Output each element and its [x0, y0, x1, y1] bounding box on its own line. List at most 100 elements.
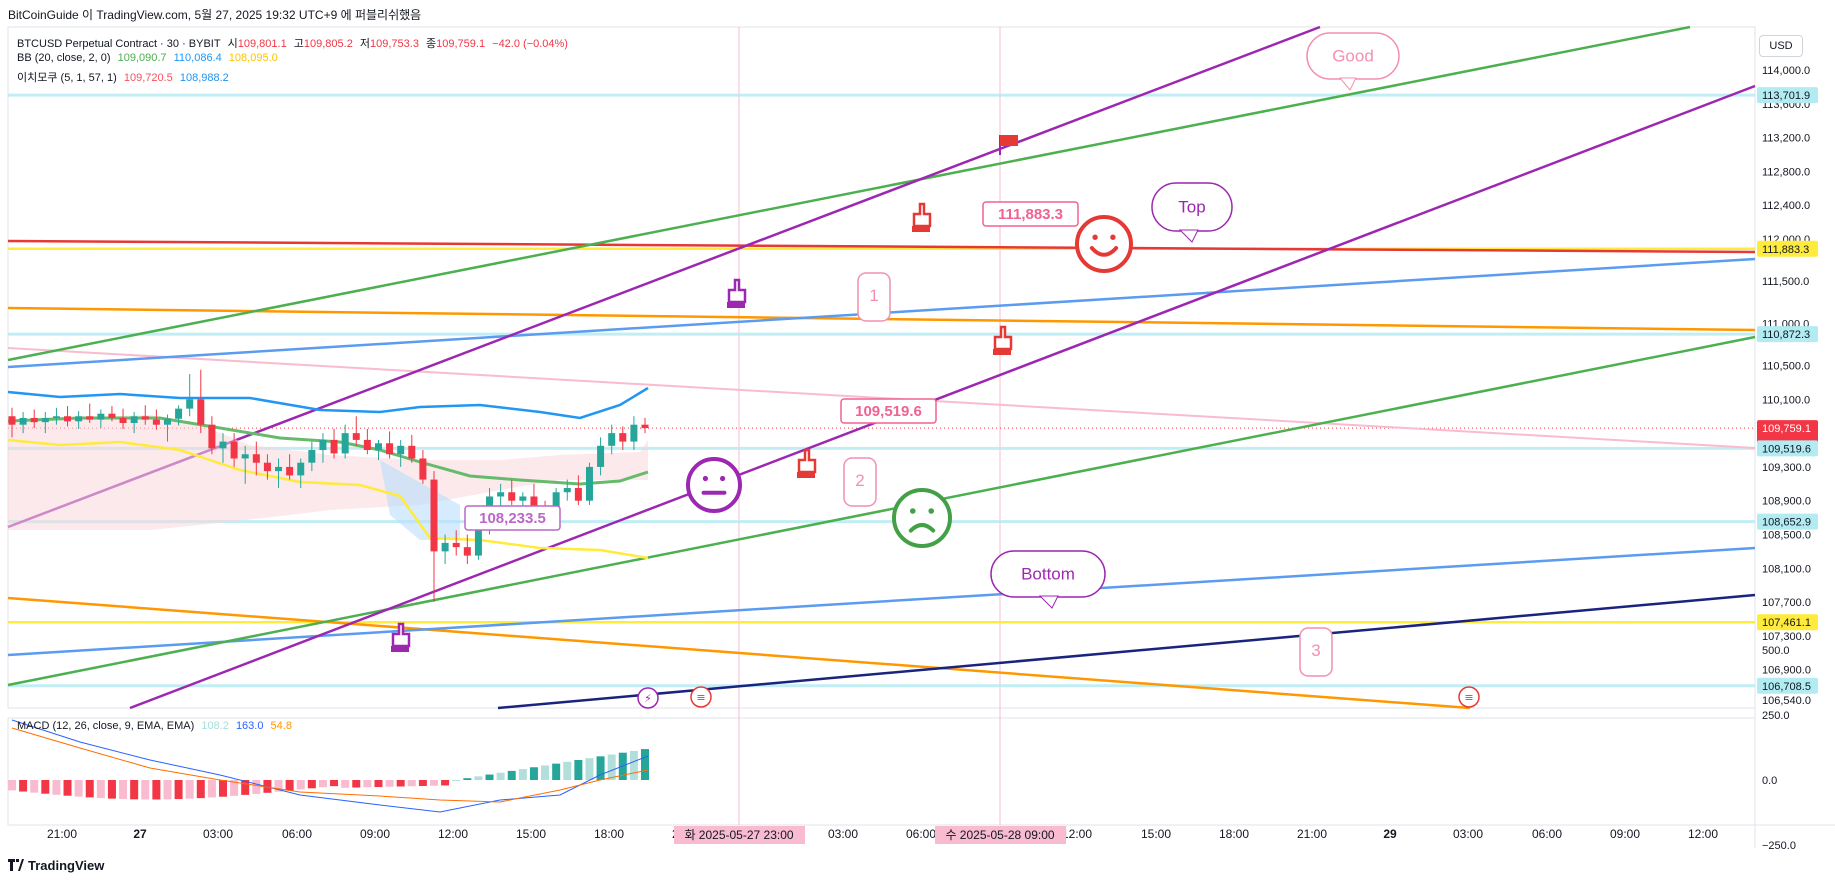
macd-histogram-bar [330, 780, 339, 787]
candle [208, 424, 216, 449]
callout-bottom: Bottom [1021, 565, 1075, 584]
price-label-bg [1757, 677, 1818, 694]
flag-icon [1000, 135, 1018, 146]
price-label-bg [1757, 240, 1818, 257]
candle [141, 416, 149, 420]
label-109519-bg [840, 398, 937, 424]
macd-histogram-bar [641, 749, 649, 780]
macd-histogram-bar [152, 780, 161, 800]
time-tick: 21:00 [1297, 827, 1327, 841]
price-tick: 106,900.0 [1762, 665, 1811, 677]
price-tick: 112,400.0 [1762, 200, 1810, 212]
time-tick: 03:00 [1453, 827, 1483, 841]
candle [508, 492, 516, 501]
ichimoku-cloud-blue [380, 460, 460, 540]
tradingview-icon [8, 859, 24, 871]
macd-histogram-bar [496, 772, 505, 780]
macd-histogram-bar [474, 776, 483, 780]
candle [597, 445, 605, 467]
macd-histogram-bar [307, 780, 316, 789]
currency-button[interactable]: USD [1759, 35, 1803, 57]
price-label: 109,759.1 [1762, 423, 1811, 435]
candle [319, 439, 327, 451]
callout-tail [1038, 595, 1059, 609]
bb-upper-band [7, 386, 649, 420]
macd-histogram-bar [385, 780, 394, 787]
macd-tick: 500.0 [1762, 645, 1790, 657]
us-flag-event-icon [1458, 686, 1480, 708]
price-tick: 111,500.0 [1762, 276, 1809, 288]
time-highlight: 화 2025-05-27 23:00 [684, 828, 793, 842]
candle [19, 417, 27, 425]
purple-channel-lower [129, 84, 1756, 710]
macd-histogram-bar [485, 774, 494, 780]
open-value: 109,801.1 [237, 38, 287, 50]
price-label: 111,883.3 [1762, 244, 1809, 256]
time-tick: 12:00 [1688, 827, 1718, 841]
price-label-bg [1757, 326, 1818, 343]
us-flag-event-icon-glyph: ≡ [1464, 691, 1473, 704]
candle [585, 466, 593, 501]
price-tick: 107,700.0 [1762, 597, 1811, 609]
callout-tail [1178, 229, 1199, 243]
us-flag-event-icon [690, 686, 712, 708]
macd-histogram-bar [8, 780, 16, 791]
macd-histogram-bar [418, 780, 427, 786]
candle [186, 399, 194, 409]
macd-histogram-bar [529, 767, 538, 780]
time-tick: 21:00 [47, 827, 77, 841]
bb-lower-band [7, 438, 649, 560]
label-111883-bg [982, 201, 1079, 227]
macd-line [11, 719, 649, 813]
symbol-name[interactable]: BTCUSD Perpetual Contract · 30 · BYBIT [17, 38, 221, 50]
macd-histogram-bar [130, 780, 139, 800]
time-tick: 06:00 [906, 827, 936, 841]
macd-histogram-bar [285, 780, 294, 791]
candle [563, 488, 571, 493]
price-tick: 108,100.0 [1762, 563, 1811, 575]
time-tick: 03:00 [203, 827, 233, 841]
candle [474, 526, 482, 556]
macd-histogram-bar [141, 780, 150, 800]
bb-legend[interactable]: BB (20, close, 2, 0) 109,090.7 110,086.4… [17, 52, 278, 64]
macd-histogram-bar [207, 780, 216, 798]
macd-histogram-bar [296, 780, 305, 790]
macd-histogram-bar [563, 761, 572, 780]
macd-histogram-bar [407, 780, 416, 787]
time-tick: 15:00 [516, 827, 546, 841]
macd-histogram-bar [463, 778, 472, 780]
candle [519, 496, 527, 501]
candle [119, 417, 127, 424]
macd-histogram-bar [230, 780, 239, 796]
candle [75, 416, 83, 422]
smiley-face-icon [1075, 215, 1133, 273]
candle [497, 492, 505, 497]
time-tick: 12:00 [438, 827, 468, 841]
candle [241, 454, 249, 459]
candle [530, 496, 538, 510]
candle [330, 439, 338, 454]
macd-histogram-bar [352, 780, 361, 788]
ichimoku-legend[interactable]: 이치모쿠 (5, 1, 57, 1) 109,720.5 108,988.2 [17, 72, 229, 84]
macd-histogram-bar [374, 780, 383, 788]
price-tick: 109,300.0 [1762, 462, 1811, 474]
tradingview-logo: TradingView [8, 858, 104, 873]
candle [163, 418, 171, 425]
macd-pane [7, 717, 1756, 826]
label-109519: 109,519.6 [855, 403, 922, 420]
label-108233-bg [464, 505, 561, 531]
price-label-bg [1757, 87, 1818, 104]
price-tick: 110,100.0 [1762, 394, 1810, 406]
macd-histogram-bar [363, 780, 372, 788]
macd-histogram-bar [585, 758, 594, 780]
candle [608, 433, 616, 446]
callout-top: Top [1178, 198, 1205, 217]
candle [197, 399, 205, 425]
macd-histogram-bar [19, 780, 28, 792]
macd-legend[interactable]: MACD (12, 26, close, 9, EMA, EMA) 108.2 … [17, 720, 292, 732]
macd-tick: −250.0 [1762, 840, 1796, 852]
us-flag-event-icon-glyph: ≡ [696, 691, 705, 704]
price-tick: 106,540.0 [1762, 695, 1811, 707]
price-label: 109,519.6 [1762, 443, 1811, 455]
